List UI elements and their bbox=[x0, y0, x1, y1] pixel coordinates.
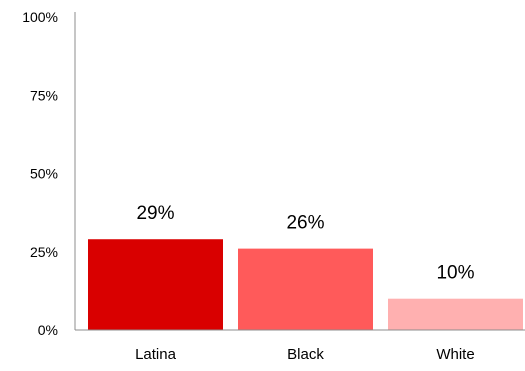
y-tick-label: 25% bbox=[30, 244, 58, 260]
x-axis-labels: Latina Black White bbox=[135, 346, 475, 363]
y-tick-label: 0% bbox=[38, 322, 58, 338]
bar-white bbox=[388, 298, 523, 330]
y-axis-ticks: 0% 25% 50% 75% 100% bbox=[22, 9, 58, 338]
x-tick-label-latina: Latina bbox=[135, 346, 177, 363]
data-label-black: 26% bbox=[286, 213, 324, 234]
y-tick-label: 100% bbox=[22, 9, 58, 25]
y-tick-label: 50% bbox=[30, 166, 58, 182]
bar-black bbox=[238, 248, 373, 330]
x-tick-label-black: Black bbox=[287, 346, 324, 363]
data-label-white: 10% bbox=[436, 263, 474, 284]
data-label-latina: 29% bbox=[136, 203, 174, 224]
y-tick-label: 75% bbox=[30, 87, 58, 103]
data-labels: 29% 26% 10% bbox=[136, 203, 474, 283]
bars bbox=[88, 239, 523, 330]
bar-latina bbox=[88, 239, 223, 330]
x-tick-label-white: White bbox=[436, 346, 474, 363]
